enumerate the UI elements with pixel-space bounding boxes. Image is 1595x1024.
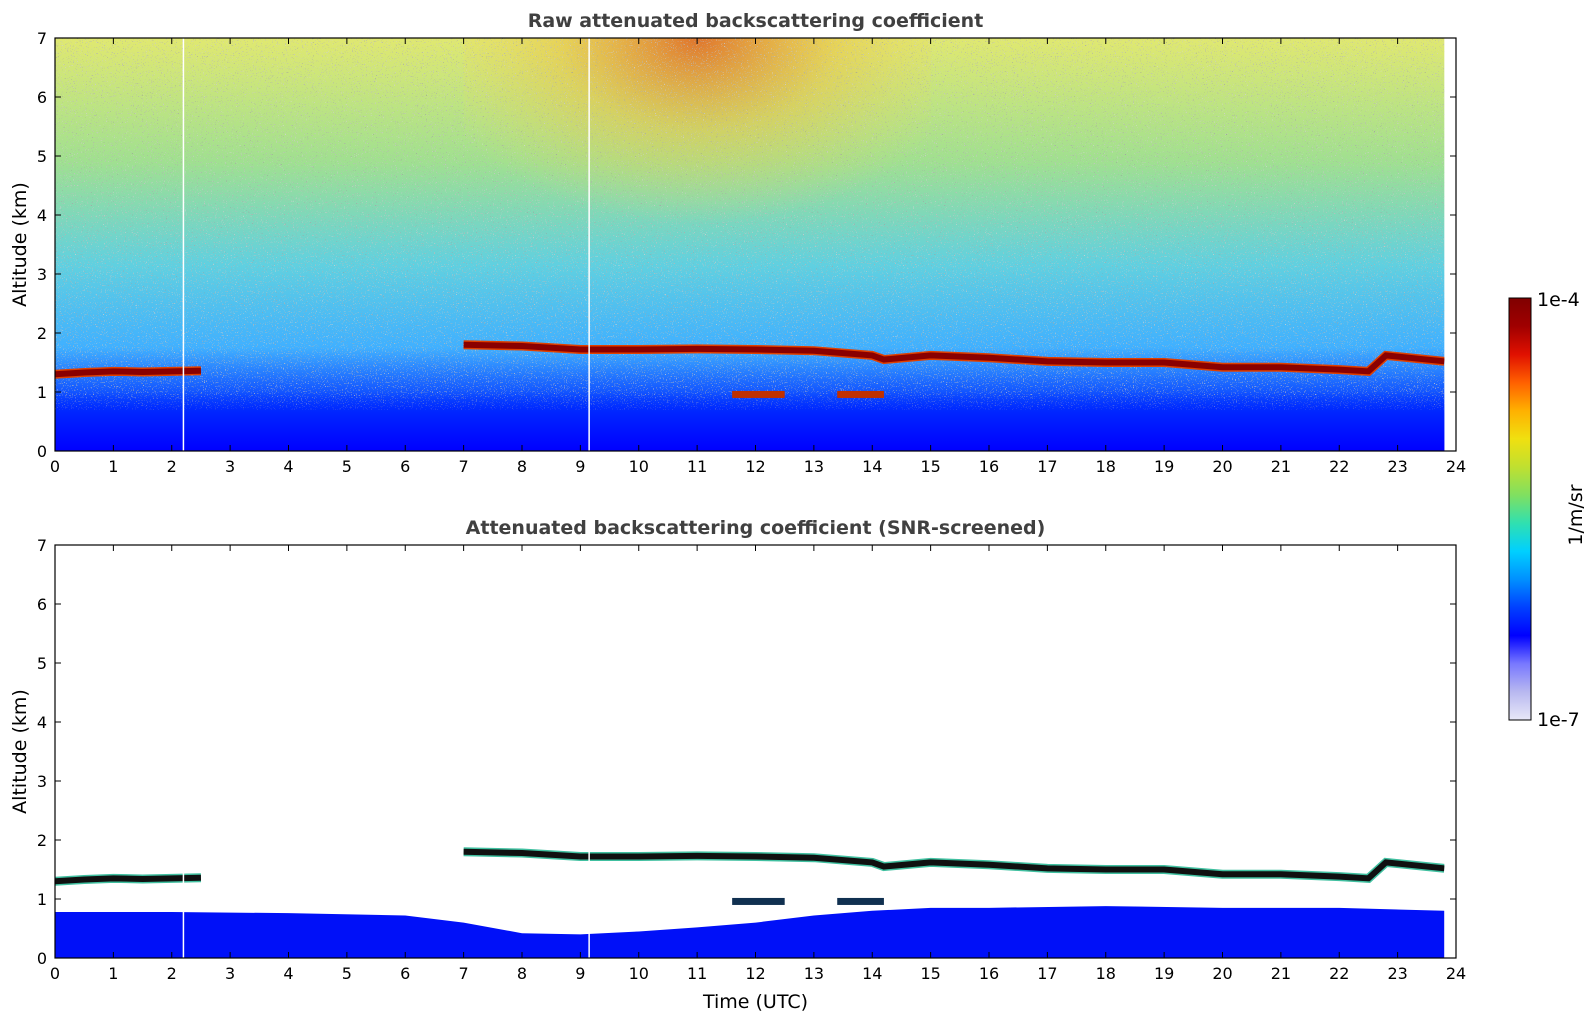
- x-tick-label: 3: [225, 457, 235, 476]
- y-tick-label: 6: [37, 595, 47, 614]
- x-tick-label: 16: [979, 457, 999, 476]
- x-axis-label: Time (UTC): [702, 991, 808, 1013]
- cloud-layer: [463, 341, 1445, 375]
- x-tick-label: 11: [687, 457, 707, 476]
- plot-frame: [54, 544, 1457, 959]
- y-tick-label: 4: [37, 206, 47, 225]
- panel-title: Raw attenuated backscattering coefficien…: [528, 10, 984, 32]
- colorbar-scale: [1508, 297, 1532, 721]
- colorbar-max-label: 1e-4: [1537, 289, 1580, 311]
- x-tick-label: 12: [745, 457, 765, 476]
- x-tick-label: 19: [1154, 457, 1174, 476]
- y-tick-label: 5: [37, 147, 47, 166]
- x-tick-label: 2: [167, 964, 177, 983]
- x-tick-label: 21: [1271, 964, 1291, 983]
- x-tick-label: 7: [459, 964, 469, 983]
- y-tick-label: 3: [37, 772, 47, 791]
- x-tick-label: 0: [50, 964, 60, 983]
- x-tick-label: 22: [1329, 457, 1349, 476]
- y-tick-label: 0: [37, 949, 47, 968]
- x-tick-label: 6: [400, 964, 410, 983]
- x-tick-label: 4: [283, 964, 293, 983]
- y-tick-label: 1: [37, 383, 47, 402]
- x-tick-label: 1: [108, 457, 118, 476]
- x-tick-label: 23: [1387, 964, 1407, 983]
- y-tick-label: 3: [37, 265, 47, 284]
- x-tick-label: 10: [629, 457, 649, 476]
- x-tick-label: 11: [687, 964, 707, 983]
- y-axis-label: Altitude (km): [9, 689, 31, 814]
- x-tick-label: 14: [862, 457, 882, 476]
- y-tick-label: 1: [37, 890, 47, 909]
- raw-backscatter-panel: 0 1 2 3 4 5 6 7 8 9 10 11 12 13 14 15 16 17 18 19 20 21 22 23 24…: [9, 10, 1466, 476]
- x-tick-label: 9: [575, 964, 585, 983]
- y-tick-label: 2: [37, 324, 47, 343]
- x-tick-label: 16: [979, 964, 999, 983]
- x-tick-label: 10: [629, 964, 649, 983]
- x-tick-label: 21: [1271, 457, 1291, 476]
- backscatter-field: [55, 38, 1445, 451]
- cloud-layer: [55, 367, 201, 378]
- x-tick-label: 9: [575, 457, 585, 476]
- x-tick-label: 5: [342, 964, 352, 983]
- x-tick-label: 1: [108, 964, 118, 983]
- x-tick-label: 24: [1446, 964, 1466, 983]
- boundary-layer-area: [55, 906, 1445, 958]
- x-tick-label: 20: [1212, 457, 1232, 476]
- x-tick-label: 15: [920, 457, 940, 476]
- x-tick-label: 6: [400, 457, 410, 476]
- x-tick-label: 0: [50, 457, 60, 476]
- x-tick-label: 18: [1096, 457, 1116, 476]
- y-tick-label: 6: [37, 88, 47, 107]
- x-tick-label: 17: [1037, 964, 1057, 983]
- low-cloud: [732, 897, 785, 905]
- y-tick-label: 0: [37, 442, 47, 461]
- x-tick-label: 19: [1154, 964, 1174, 983]
- y-tick-label: 7: [37, 536, 47, 555]
- y-tick-label: 7: [37, 29, 47, 48]
- x-tick-label: 4: [283, 457, 293, 476]
- y-tick-label: 5: [37, 654, 47, 673]
- boundary-layer: [55, 392, 1445, 451]
- x-tick-label: 18: [1096, 964, 1116, 983]
- y-tick-label: 4: [37, 713, 47, 732]
- x-tick-label: 15: [920, 964, 940, 983]
- x-tick-label: 13: [804, 457, 824, 476]
- low-cloud: [837, 390, 884, 398]
- x-tick-label: 20: [1212, 964, 1232, 983]
- cloud-layer: [55, 874, 201, 885]
- x-tick-label: 14: [862, 964, 882, 983]
- cloud-layer: [463, 848, 1445, 882]
- x-tick-label: 12: [745, 964, 765, 983]
- x-tick-label: 23: [1387, 457, 1407, 476]
- y-axis-label: Altitude (km): [9, 182, 31, 307]
- colorbar-min-label: 1e-7: [1537, 709, 1580, 731]
- x-tick-label: 3: [225, 964, 235, 983]
- x-tick-label: 8: [517, 457, 527, 476]
- low-cloud: [837, 897, 884, 905]
- x-tick-label: 2: [167, 457, 177, 476]
- x-tick-label: 5: [342, 457, 352, 476]
- x-tick-label: 7: [459, 457, 469, 476]
- x-tick-label: 8: [517, 964, 527, 983]
- panel-title: Attenuated backscattering coefficient (S…: [466, 517, 1046, 539]
- low-cloud: [732, 390, 785, 398]
- colorbar: 1e-4 1e-7 1/m/sr: [1508, 289, 1587, 731]
- snr-screened-panel: 0 1 2 3 4 5 6 7 8 9 10 11 12 13 14 15 16 17 18 19 20 21 22 23 24…: [9, 517, 1466, 1013]
- x-tick-label: 13: [804, 964, 824, 983]
- x-tick-label: 24: [1446, 457, 1466, 476]
- y-tick-label: 2: [37, 831, 47, 850]
- x-tick-label: 22: [1329, 964, 1349, 983]
- colorbar-unit-label: 1/m/sr: [1565, 484, 1587, 545]
- x-tick-label: 17: [1037, 457, 1057, 476]
- backscatter-field: [55, 545, 1445, 958]
